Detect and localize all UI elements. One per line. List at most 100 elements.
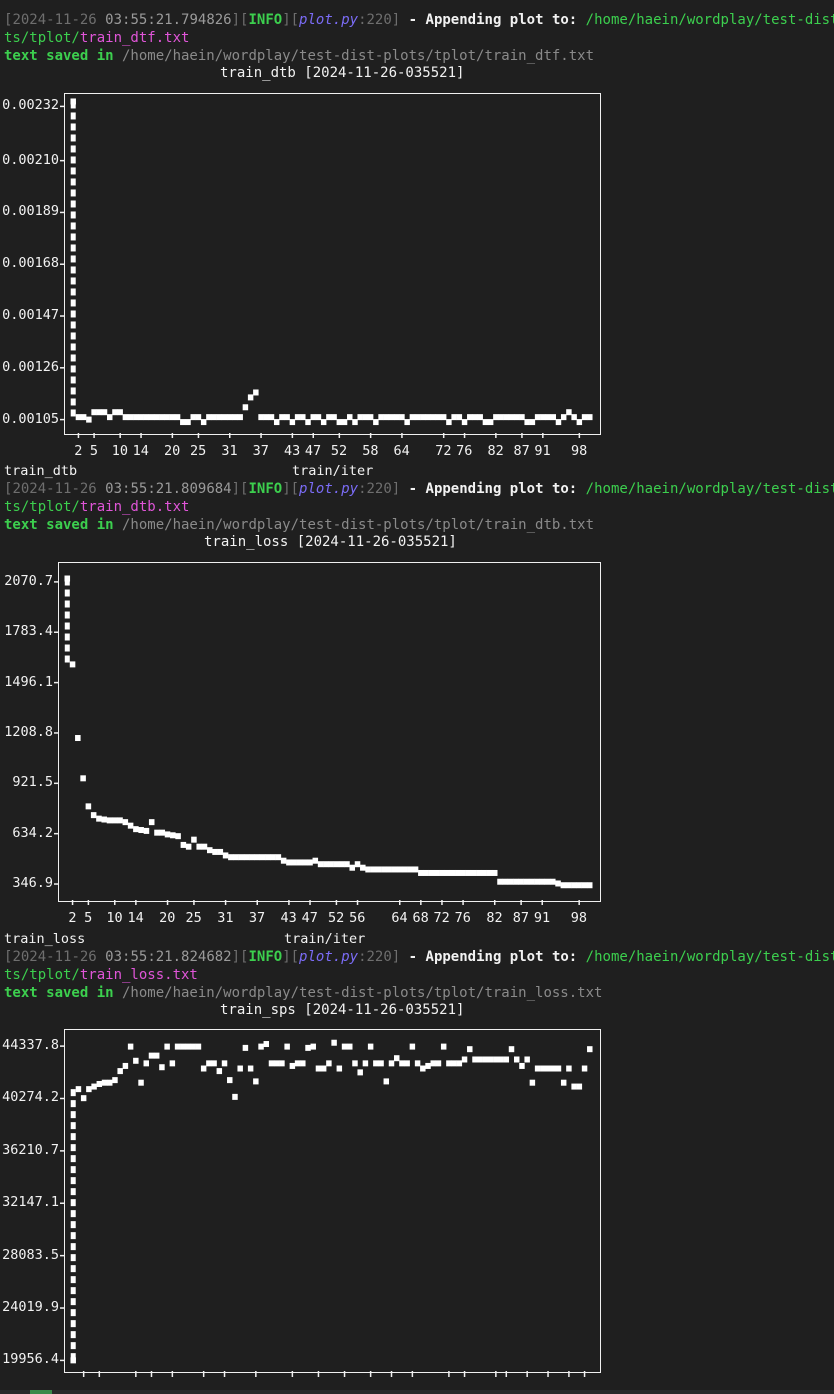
data-point bbox=[180, 1043, 186, 1050]
data-point bbox=[190, 1043, 196, 1050]
saved-path: /home/haein/wordplay/test-dist-plots/tpl… bbox=[113, 985, 603, 1001]
data-point bbox=[122, 414, 129, 421]
saved-keyword: text saved in bbox=[4, 48, 114, 64]
saved-keyword: text saved in bbox=[4, 985, 114, 1001]
data-point bbox=[221, 414, 228, 421]
data-point bbox=[534, 1065, 541, 1072]
log-date: 2024-11-26 bbox=[12, 12, 97, 28]
log-bracket: ][ bbox=[282, 949, 300, 965]
log-bracket: ] bbox=[391, 12, 401, 28]
x-tick-label: 37 bbox=[252, 443, 269, 459]
log-time: 03:55:21.824682 bbox=[105, 949, 232, 965]
data-point bbox=[566, 409, 572, 416]
x-tick-label: 37 bbox=[248, 910, 266, 926]
data-point bbox=[555, 880, 561, 887]
data-point bbox=[388, 414, 395, 421]
data-point bbox=[70, 178, 76, 186]
data-point bbox=[399, 1060, 405, 1067]
data-point bbox=[487, 419, 494, 426]
data-point bbox=[70, 354, 76, 362]
data-point bbox=[70, 1210, 76, 1218]
x-tick-label: 64 bbox=[391, 910, 408, 926]
data-point bbox=[467, 414, 473, 421]
log-time: 03:55:21.809684 bbox=[105, 481, 232, 497]
data-point bbox=[444, 869, 451, 876]
data-point bbox=[258, 414, 264, 421]
data-point bbox=[143, 414, 150, 421]
data-point bbox=[472, 1056, 478, 1063]
data-point bbox=[336, 419, 343, 426]
log-line-3-path: ts/tplot/train_loss.txt bbox=[4, 966, 198, 984]
data-point bbox=[153, 414, 160, 421]
x-axis-label: train/iter bbox=[284, 931, 366, 947]
data-point bbox=[101, 409, 108, 416]
data-point bbox=[64, 578, 70, 586]
data-point bbox=[70, 222, 76, 230]
data-point bbox=[80, 775, 86, 782]
log-line-2-saved: text saved in /home/haein/wordplay/test-… bbox=[4, 516, 594, 534]
data-point bbox=[70, 1166, 76, 1174]
data-point bbox=[414, 414, 421, 421]
data-point bbox=[352, 419, 358, 426]
data-point bbox=[70, 310, 76, 318]
x-tick-label: 72 bbox=[433, 910, 450, 926]
log-path-dir: ts/tplot/ bbox=[4, 967, 80, 983]
log-time: 03:55:21.794826 bbox=[105, 12, 232, 28]
data-point bbox=[64, 589, 70, 597]
data-point bbox=[273, 1060, 280, 1067]
data-point bbox=[362, 414, 369, 421]
data-point bbox=[461, 1056, 468, 1063]
data-point bbox=[523, 878, 530, 885]
data-point bbox=[70, 332, 76, 340]
log-message: - Appending plot to: bbox=[400, 949, 586, 965]
data-point bbox=[560, 414, 567, 421]
data-point bbox=[70, 1265, 76, 1273]
data-point bbox=[70, 1122, 76, 1130]
log-line-1-header: [2024-11-26 03:55:21.794826][INFO][plot.… bbox=[4, 11, 834, 29]
x-tick-label: 14 bbox=[132, 443, 149, 459]
data-point bbox=[195, 414, 202, 421]
data-point bbox=[265, 854, 271, 861]
data-point bbox=[391, 866, 398, 873]
data-point bbox=[70, 1188, 76, 1196]
x-tick-label: 87 bbox=[512, 910, 529, 926]
log-line-1-saved: text saved in /home/haein/wordplay/test-… bbox=[4, 47, 594, 65]
data-point bbox=[407, 866, 414, 873]
data-point bbox=[70, 1155, 76, 1163]
data-point bbox=[414, 1060, 421, 1067]
data-point bbox=[101, 816, 107, 823]
data-point bbox=[64, 600, 70, 608]
data-point bbox=[86, 1086, 92, 1093]
data-point bbox=[143, 1060, 150, 1067]
data-point bbox=[399, 414, 405, 421]
data-point bbox=[486, 869, 493, 876]
data-point bbox=[112, 817, 118, 824]
tab-indicator bbox=[30, 1390, 52, 1394]
data-point bbox=[425, 414, 431, 421]
data-point bbox=[127, 822, 134, 829]
x-tick-label: 91 bbox=[533, 910, 551, 926]
data-point bbox=[279, 414, 285, 421]
data-point bbox=[122, 819, 129, 826]
x-tick-label: 31 bbox=[221, 443, 238, 459]
data-point bbox=[138, 414, 144, 421]
x-tick-label: 47 bbox=[301, 910, 318, 926]
data-point bbox=[307, 859, 313, 866]
data-point bbox=[70, 1144, 76, 1152]
log-line-3-header: [2024-11-26 03:55:21.824682][INFO][plot.… bbox=[4, 948, 834, 966]
data-point bbox=[201, 843, 208, 850]
data-point bbox=[481, 869, 487, 876]
data-point bbox=[96, 409, 103, 416]
data-point bbox=[519, 1062, 525, 1069]
data-point bbox=[393, 1055, 400, 1062]
data-point bbox=[341, 1043, 348, 1050]
data-point bbox=[159, 829, 166, 836]
data-point bbox=[70, 112, 76, 120]
data-point bbox=[75, 1086, 82, 1093]
data-point bbox=[70, 156, 76, 164]
data-point bbox=[544, 878, 551, 885]
data-point bbox=[80, 414, 87, 421]
data-point bbox=[70, 288, 76, 296]
data-point bbox=[249, 854, 255, 861]
x-tick-label: 64 bbox=[393, 443, 410, 459]
